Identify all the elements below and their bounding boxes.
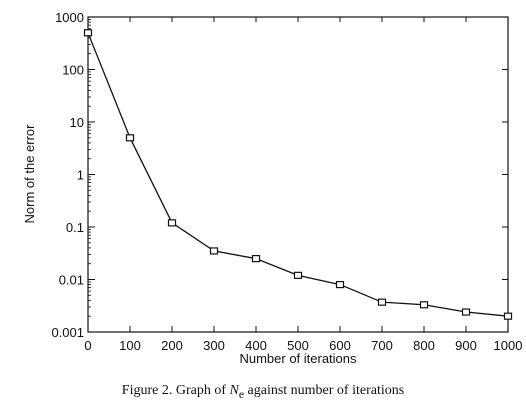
x-tick-label: 200 (161, 338, 183, 353)
data-point (461, 308, 471, 316)
data-point (503, 312, 513, 320)
x-tick-label: 100 (119, 338, 141, 353)
x-tick-label: 400 (245, 338, 267, 353)
data-point (209, 247, 219, 255)
plot-frame (87, 16, 509, 333)
data-point (335, 280, 345, 289)
data-point (125, 134, 135, 142)
data-point (251, 255, 261, 263)
x-tick-label: 700 (371, 338, 393, 353)
data-point (167, 219, 177, 227)
caption-symbol: N (229, 383, 239, 398)
x-tick-label: 1000 (494, 338, 523, 353)
y-tick-label: 1000 (55, 10, 84, 25)
data-point (83, 29, 93, 37)
caption-prefix: Figure 2. Graph of (121, 383, 230, 398)
y-tick-label: 0.01 (59, 273, 84, 288)
caption-suffix: against number of iterations (244, 383, 405, 398)
y-tick-label: 1 (77, 168, 84, 183)
series-layer (83, 29, 513, 320)
y-tick-label: 0.001 (51, 325, 84, 340)
x-axis: 0 100 200 300 400 500 600 700 800 900 1000 (84, 17, 522, 353)
data-point (377, 298, 387, 306)
x-axis-title: Number of iterations (239, 351, 357, 366)
y-axis-title: Norm of the error (22, 124, 37, 224)
figure-caption: Figure 2. Graph of Ne against number of … (0, 383, 526, 401)
x-tick-label: 300 (203, 338, 225, 353)
y-axis: 0.001 0.01 0.1 1 10 100 1000 (51, 10, 508, 340)
y-tick-label: 100 (62, 63, 84, 78)
data-point (419, 301, 429, 309)
x-tick-label: 500 (287, 338, 309, 353)
x-tick-label: 800 (413, 338, 435, 353)
x-tick-label: 600 (329, 338, 351, 353)
data-point (293, 271, 303, 279)
x-tick-label: 0 (84, 338, 91, 353)
y-tick-label: 10 (70, 115, 84, 130)
x-tick-label: 900 (455, 338, 477, 353)
caption-subscript: e (238, 387, 245, 401)
y-tick-label: 0.1 (66, 220, 84, 235)
